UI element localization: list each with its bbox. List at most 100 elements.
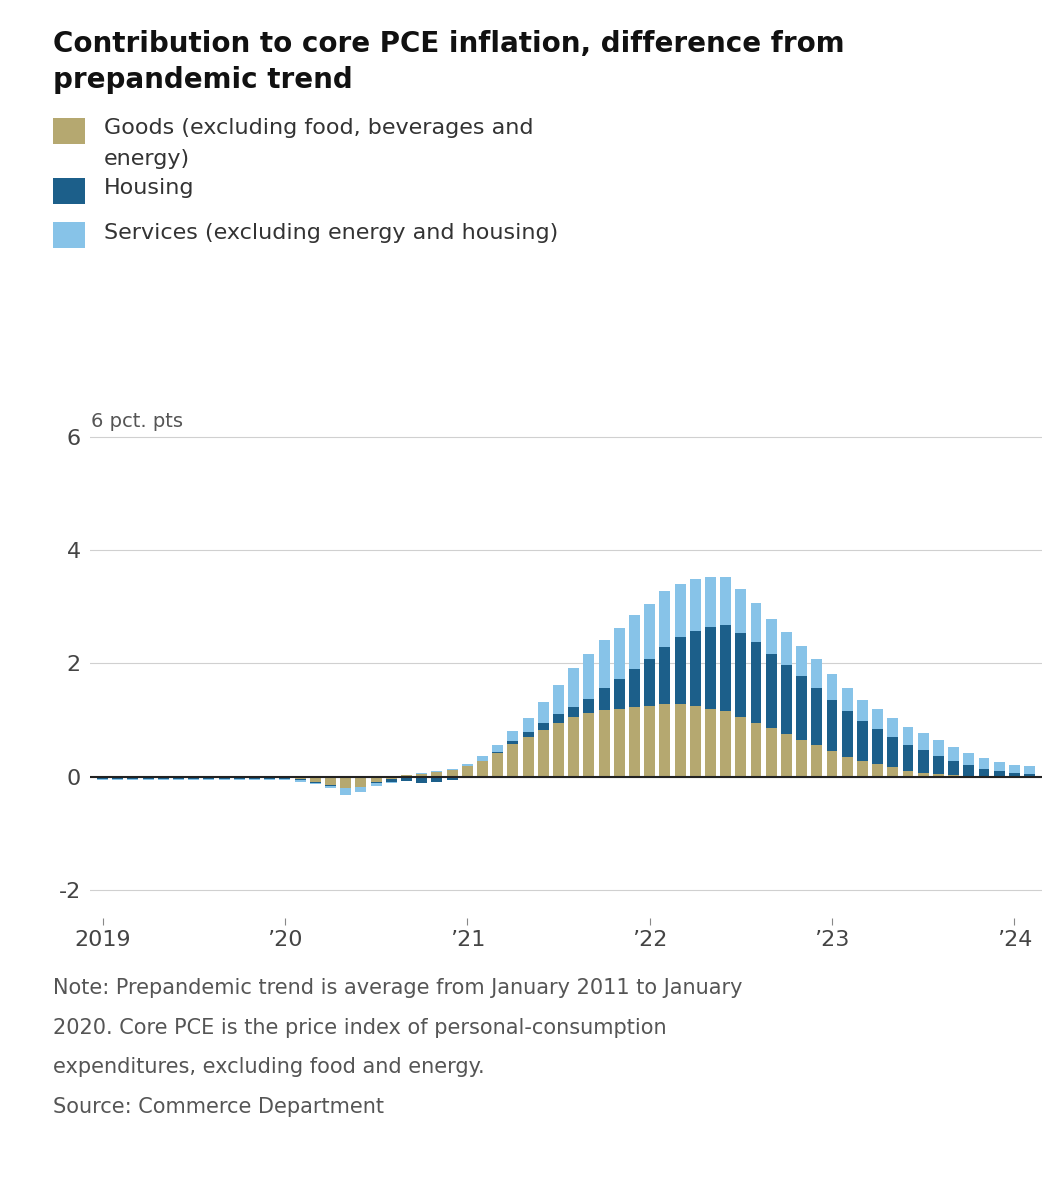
Bar: [219, 779, 230, 780]
Bar: [659, 590, 671, 648]
Bar: [796, 646, 807, 677]
Bar: [432, 776, 442, 782]
Bar: [917, 733, 929, 750]
Bar: [857, 761, 867, 776]
Bar: [963, 766, 975, 776]
Bar: [417, 776, 427, 784]
Bar: [888, 768, 898, 776]
Bar: [97, 776, 108, 779]
Text: energy): energy): [104, 149, 190, 169]
Bar: [736, 634, 746, 718]
Bar: [902, 770, 913, 776]
Bar: [569, 707, 579, 718]
Bar: [979, 769, 990, 776]
Bar: [294, 780, 305, 781]
Bar: [280, 776, 290, 779]
Bar: [309, 776, 321, 782]
Bar: [113, 779, 123, 780]
Bar: [690, 580, 701, 631]
Bar: [781, 734, 792, 776]
Bar: [249, 776, 260, 779]
Bar: [265, 776, 275, 779]
Bar: [1024, 776, 1035, 779]
Bar: [477, 761, 488, 776]
Bar: [690, 706, 701, 776]
Bar: [902, 727, 913, 745]
Bar: [265, 779, 275, 780]
Bar: [675, 637, 686, 704]
Bar: [705, 626, 715, 709]
Bar: [128, 779, 138, 780]
Bar: [811, 745, 823, 776]
Bar: [461, 763, 473, 767]
Bar: [234, 776, 244, 779]
Bar: [417, 774, 427, 776]
Bar: [1024, 774, 1035, 776]
Text: 6 pct. pts: 6 pct. pts: [91, 413, 184, 432]
Bar: [142, 779, 153, 780]
Bar: [371, 784, 382, 786]
Bar: [979, 758, 990, 769]
Bar: [113, 776, 123, 779]
Bar: [629, 670, 640, 708]
Bar: [644, 659, 655, 706]
Bar: [584, 713, 594, 776]
Bar: [203, 779, 215, 780]
Bar: [888, 718, 898, 737]
Bar: [386, 776, 396, 779]
Bar: [569, 668, 579, 707]
Bar: [355, 787, 367, 792]
Bar: [827, 751, 838, 776]
Bar: [401, 776, 412, 781]
Bar: [827, 700, 838, 751]
Bar: [523, 732, 534, 737]
Bar: [340, 788, 351, 796]
Bar: [325, 776, 336, 785]
Bar: [371, 776, 382, 782]
Text: Source: Commerce Department: Source: Commerce Department: [53, 1097, 384, 1117]
Bar: [340, 776, 351, 788]
Bar: [553, 714, 563, 722]
Bar: [234, 779, 244, 780]
Bar: [294, 776, 305, 779]
Text: 2020. Core PCE is the price index of personal-consumption: 2020. Core PCE is the price index of per…: [53, 1018, 667, 1038]
Bar: [659, 648, 671, 704]
Bar: [720, 712, 731, 776]
Bar: [584, 698, 594, 713]
Bar: [598, 709, 609, 776]
Bar: [781, 665, 792, 734]
Bar: [629, 616, 640, 670]
Bar: [675, 583, 686, 637]
Bar: [811, 688, 823, 745]
Bar: [219, 776, 230, 779]
Bar: [659, 704, 671, 776]
Bar: [781, 632, 792, 665]
Bar: [553, 685, 563, 714]
Bar: [157, 776, 169, 779]
Bar: [598, 640, 609, 689]
Bar: [97, 779, 108, 780]
Bar: [963, 752, 975, 766]
Bar: [720, 625, 731, 712]
Bar: [750, 642, 761, 722]
Bar: [613, 679, 625, 709]
Bar: [249, 779, 260, 780]
Bar: [157, 779, 169, 780]
Bar: [188, 776, 199, 779]
Text: Services (excluding energy and housing): Services (excluding energy and housing): [104, 222, 558, 242]
Bar: [750, 722, 761, 776]
Bar: [584, 654, 594, 698]
Bar: [538, 724, 549, 730]
Bar: [325, 786, 336, 788]
Bar: [705, 709, 715, 776]
Bar: [796, 739, 807, 776]
Bar: [1024, 767, 1035, 774]
Bar: [280, 779, 290, 780]
Bar: [736, 589, 746, 634]
Bar: [355, 776, 367, 787]
Text: Housing: Housing: [104, 178, 195, 198]
Bar: [917, 773, 929, 776]
Bar: [765, 728, 777, 776]
Bar: [675, 704, 686, 776]
Bar: [690, 631, 701, 706]
